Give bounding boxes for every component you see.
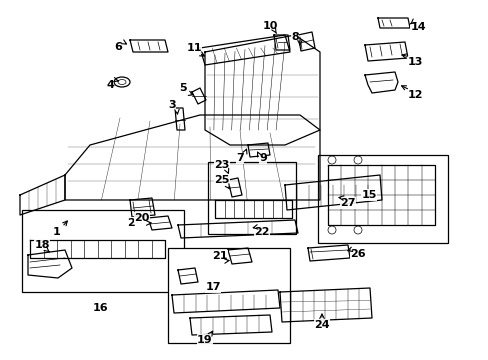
Text: 25: 25 — [214, 175, 229, 185]
Text: 18: 18 — [34, 240, 50, 250]
Text: 8: 8 — [290, 32, 298, 42]
Text: 26: 26 — [349, 249, 365, 259]
Bar — [22, 210, 183, 292]
Text: 10: 10 — [262, 21, 277, 31]
Text: 5: 5 — [179, 83, 186, 93]
Text: 2: 2 — [127, 218, 135, 228]
Text: 13: 13 — [407, 57, 422, 67]
Bar — [207, 162, 295, 234]
Text: 22: 22 — [254, 227, 269, 237]
Text: 6: 6 — [114, 42, 122, 52]
Text: 4: 4 — [106, 80, 114, 90]
Text: 24: 24 — [314, 320, 329, 330]
Text: 12: 12 — [407, 90, 422, 100]
Bar — [317, 155, 447, 243]
Text: 17: 17 — [205, 282, 220, 292]
Text: 27: 27 — [340, 198, 355, 208]
Text: 7: 7 — [236, 153, 244, 163]
Text: 11: 11 — [186, 43, 202, 53]
Text: 15: 15 — [361, 190, 376, 200]
Text: 19: 19 — [197, 335, 212, 345]
Text: 1: 1 — [53, 227, 61, 237]
Text: 9: 9 — [259, 153, 266, 163]
Text: 23: 23 — [214, 160, 229, 170]
Text: 3: 3 — [168, 100, 176, 110]
Text: 21: 21 — [212, 251, 227, 261]
Bar — [168, 248, 289, 343]
Text: 16: 16 — [92, 303, 107, 313]
Text: 20: 20 — [134, 213, 149, 223]
Text: 14: 14 — [409, 22, 425, 32]
